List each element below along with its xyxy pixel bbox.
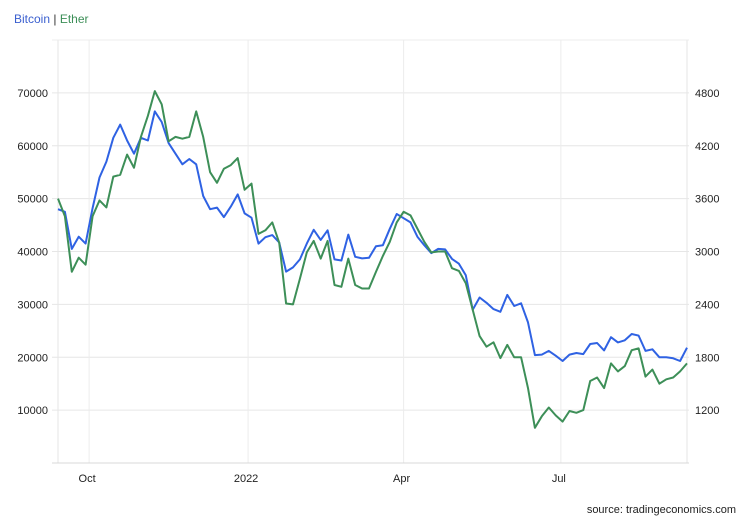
legend-separator: |	[53, 12, 57, 26]
series-line-ether	[57, 90, 688, 429]
y-left-tick-label: 10000	[17, 405, 48, 417]
y-left-tick-label: 50000	[17, 194, 48, 206]
y-right-tick-label: 4800	[695, 88, 719, 100]
series-line-bitcoin	[57, 110, 688, 362]
source-label: source: tradingeconomics.com	[586, 504, 736, 516]
x-tick-label: Jul	[552, 473, 566, 485]
series-lines	[57, 90, 688, 429]
y-right-tick-label: 4200	[695, 141, 719, 153]
y-right-tick-label: 3600	[695, 194, 719, 206]
x-tick-label: Oct	[79, 473, 96, 485]
x-tick-label: 2022	[234, 473, 258, 485]
legend-bitcoin[interactable]: Bitcoin	[14, 12, 51, 26]
y-right-tick-label: 3000	[695, 247, 719, 259]
chart-legend: Bitcoin | Ether	[14, 12, 89, 26]
grid	[52, 39, 689, 464]
y-left-tick-label: 20000	[17, 352, 48, 364]
y-left-tick-label: 40000	[17, 247, 48, 259]
tick-labels: 10000 20000 30000 40000 50000 60000 70000 1200 1…	[17, 88, 719, 485]
y-left-tick-label: 30000	[17, 299, 48, 311]
y-right-tick-label: 2400	[695, 299, 719, 311]
y-left-tick-label: 70000	[17, 88, 48, 100]
y-right-tick-label: 1200	[695, 405, 719, 417]
y-left-tick-label: 60000	[17, 141, 48, 153]
y-right-tick-label: 1800	[695, 352, 719, 364]
legend-ether[interactable]: Ether	[59, 12, 89, 26]
x-tick-label: Apr	[393, 473, 410, 485]
